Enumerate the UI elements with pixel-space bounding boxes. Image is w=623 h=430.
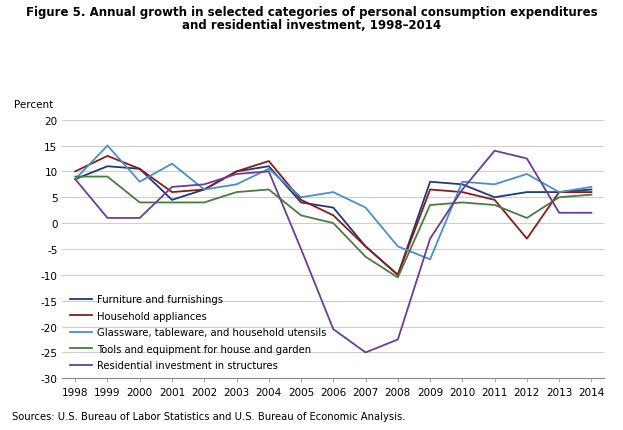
- Glassware, tableware, and household utensils: [459, 180, 466, 185]
- Tools and equipment for house and garden: [394, 275, 402, 280]
- Tools and equipment for house and garden: [201, 200, 208, 206]
- Tools and equipment for house and garden: [168, 200, 176, 206]
- Glassware, tableware, and household utensils: [556, 190, 563, 195]
- Household appliances: [394, 273, 402, 278]
- Furniture and furnishings: [362, 244, 369, 249]
- Residential investment in structures: [168, 185, 176, 190]
- Household appliances: [330, 213, 337, 218]
- Household appliances: [168, 190, 176, 195]
- Tools and equipment for house and garden: [426, 203, 434, 208]
- Glassware, tableware, and household utensils: [523, 172, 531, 177]
- Household appliances: [362, 244, 369, 249]
- Tools and equipment for house and garden: [587, 193, 595, 198]
- Residential investment in structures: [201, 182, 208, 187]
- Glassware, tableware, and household utensils: [168, 162, 176, 167]
- Tools and equipment for house and garden: [491, 203, 498, 208]
- Household appliances: [556, 190, 563, 195]
- Line: Glassware, tableware, and household utensils: Glassware, tableware, and household uten…: [75, 146, 591, 260]
- Glassware, tableware, and household utensils: [426, 257, 434, 262]
- Tools and equipment for house and garden: [265, 187, 272, 193]
- Household appliances: [491, 198, 498, 203]
- Residential investment in structures: [523, 157, 531, 162]
- Residential investment in structures: [426, 237, 434, 242]
- Residential investment in structures: [491, 149, 498, 154]
- Tools and equipment for house and garden: [233, 190, 240, 195]
- Text: and residential investment, 1998–2014: and residential investment, 1998–2014: [182, 19, 441, 32]
- Furniture and furnishings: [265, 164, 272, 169]
- Furniture and furnishings: [104, 164, 112, 169]
- Residential investment in structures: [136, 216, 143, 221]
- Household appliances: [459, 190, 466, 195]
- Line: Household appliances: Household appliances: [75, 157, 591, 275]
- Residential investment in structures: [297, 247, 305, 252]
- Tools and equipment for house and garden: [523, 216, 531, 221]
- Text: Figure 5. Annual growth in selected categories of personal consumption expenditu: Figure 5. Annual growth in selected cate…: [26, 6, 597, 19]
- Household appliances: [201, 187, 208, 193]
- Line: Furniture and furnishings: Furniture and furnishings: [75, 167, 591, 275]
- Residential investment in structures: [362, 350, 369, 355]
- Tools and equipment for house and garden: [297, 213, 305, 218]
- Furniture and furnishings: [330, 206, 337, 211]
- Tools and equipment for house and garden: [72, 175, 79, 180]
- Furniture and furnishings: [394, 273, 402, 278]
- Furniture and furnishings: [201, 187, 208, 193]
- Glassware, tableware, and household utensils: [104, 144, 112, 149]
- Line: Tools and equipment for house and garden: Tools and equipment for house and garden: [75, 177, 591, 278]
- Household appliances: [72, 169, 79, 175]
- Residential investment in structures: [394, 337, 402, 342]
- Text: Sources: U.S. Bureau of Labor Statistics and U.S. Bureau of Economic Analysis.: Sources: U.S. Bureau of Labor Statistics…: [12, 412, 406, 421]
- Glassware, tableware, and household utensils: [136, 180, 143, 185]
- Tools and equipment for house and garden: [330, 221, 337, 226]
- Furniture and furnishings: [426, 180, 434, 185]
- Text: Percent: Percent: [14, 100, 53, 110]
- Glassware, tableware, and household utensils: [201, 187, 208, 193]
- Residential investment in structures: [556, 211, 563, 216]
- Tools and equipment for house and garden: [459, 200, 466, 206]
- Tools and equipment for house and garden: [136, 200, 143, 206]
- Residential investment in structures: [587, 211, 595, 216]
- Furniture and furnishings: [136, 167, 143, 172]
- Furniture and furnishings: [459, 182, 466, 187]
- Household appliances: [426, 187, 434, 193]
- Furniture and furnishings: [297, 200, 305, 206]
- Glassware, tableware, and household utensils: [587, 185, 595, 190]
- Glassware, tableware, and household utensils: [233, 182, 240, 187]
- Household appliances: [523, 237, 531, 242]
- Furniture and furnishings: [72, 177, 79, 182]
- Residential investment in structures: [459, 187, 466, 193]
- Glassware, tableware, and household utensils: [491, 182, 498, 187]
- Furniture and furnishings: [491, 195, 498, 200]
- Residential investment in structures: [72, 177, 79, 182]
- Glassware, tableware, and household utensils: [72, 177, 79, 182]
- Residential investment in structures: [104, 216, 112, 221]
- Tools and equipment for house and garden: [362, 255, 369, 260]
- Glassware, tableware, and household utensils: [362, 206, 369, 211]
- Furniture and furnishings: [168, 198, 176, 203]
- Furniture and furnishings: [233, 169, 240, 175]
- Household appliances: [297, 198, 305, 203]
- Legend: Furniture and furnishings, Household appliances, Glassware, tableware, and house: Furniture and furnishings, Household app…: [67, 292, 330, 373]
- Glassware, tableware, and household utensils: [297, 195, 305, 200]
- Household appliances: [233, 169, 240, 175]
- Furniture and furnishings: [587, 187, 595, 193]
- Glassware, tableware, and household utensils: [265, 167, 272, 172]
- Residential investment in structures: [330, 327, 337, 332]
- Residential investment in structures: [233, 172, 240, 177]
- Line: Residential investment in structures: Residential investment in structures: [75, 151, 591, 353]
- Residential investment in structures: [265, 169, 272, 175]
- Furniture and furnishings: [523, 190, 531, 195]
- Tools and equipment for house and garden: [556, 195, 563, 200]
- Glassware, tableware, and household utensils: [394, 244, 402, 249]
- Tools and equipment for house and garden: [104, 175, 112, 180]
- Glassware, tableware, and household utensils: [330, 190, 337, 195]
- Furniture and furnishings: [556, 190, 563, 195]
- Household appliances: [136, 167, 143, 172]
- Household appliances: [587, 190, 595, 195]
- Household appliances: [265, 159, 272, 164]
- Household appliances: [104, 154, 112, 159]
